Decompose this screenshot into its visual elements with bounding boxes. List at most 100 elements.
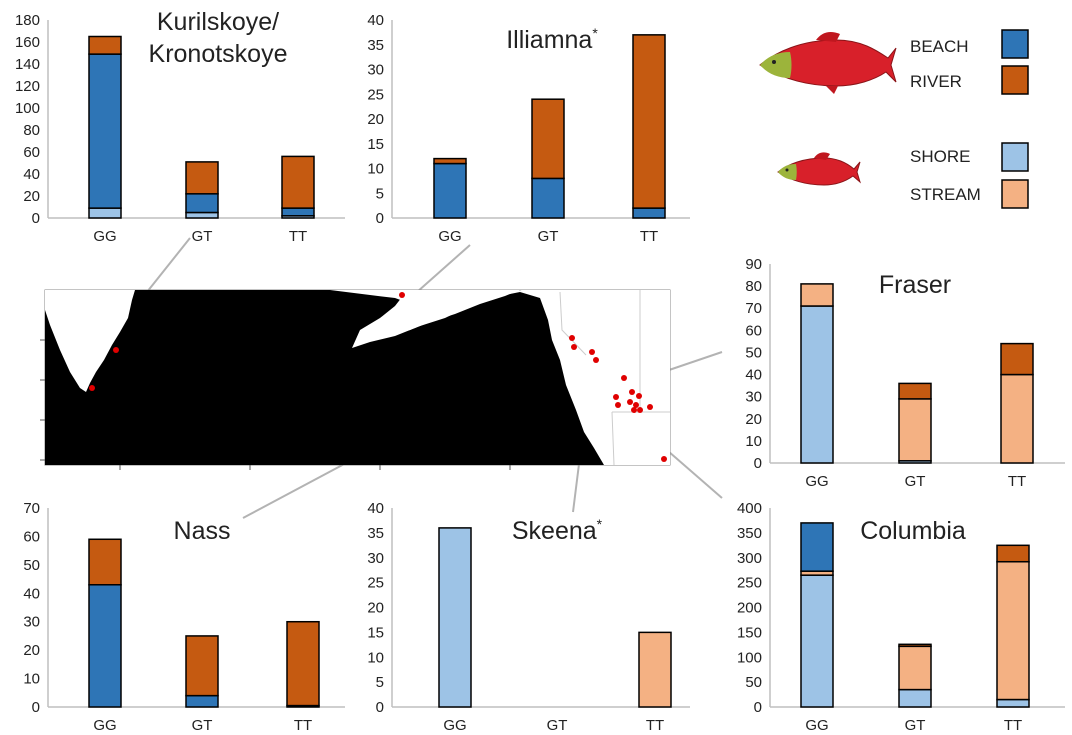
x-tick-label-gg: GG	[805, 473, 828, 490]
x-tick-label-gg: GG	[438, 228, 461, 245]
y-tick-label: 10	[367, 649, 384, 666]
x-tick-label-gt: GT	[905, 717, 926, 734]
y-tick-label: 35	[367, 37, 384, 54]
bar-segment-gg-beach	[88, 584, 122, 708]
x-tick-label-tt: TT	[640, 228, 658, 245]
y-tick-label: 40	[23, 166, 40, 183]
map-kamchatka	[45, 290, 135, 392]
legend-swatch-river	[1001, 65, 1029, 95]
y-tick-label: 80	[745, 278, 762, 295]
bar-segment-gt-shore	[185, 211, 219, 219]
site-dots	[89, 292, 667, 462]
x-tick-label-tt: TT	[294, 717, 312, 734]
chart-title-mark: *	[597, 516, 603, 532]
x-tick-label-gt: GT	[192, 717, 213, 734]
bar-segment-gg-shore	[800, 574, 834, 708]
y-tick-label: 150	[737, 624, 762, 641]
chart-panel-nass: 0 10 20 30 40 50 60 70 GG GT TT Nass	[23, 500, 345, 734]
y-tick-label: 100	[737, 649, 762, 666]
bar-segment-tt-stream	[996, 560, 1030, 701]
y-tick-label: 30	[745, 389, 762, 406]
site-dot	[636, 393, 642, 399]
site-dot	[647, 404, 653, 410]
bar-segment-tt-beach	[281, 207, 315, 217]
site-dot	[589, 349, 595, 355]
y-tick-label: 100	[15, 100, 40, 117]
y-tick-label: 25	[367, 86, 384, 103]
bar-segment-gg-beach	[433, 162, 467, 219]
legend-label-shore: SHORE	[910, 147, 970, 166]
bar-segment-gg-river	[433, 157, 467, 165]
y-tick-label: 35	[367, 525, 384, 542]
bar-segment-tt-stream	[638, 631, 672, 708]
bar-segment-tt-river	[281, 155, 315, 209]
site-dot	[615, 402, 621, 408]
x-tick-label-gg: GG	[805, 717, 828, 734]
chart-panel-fraser: 0 10 20 30 40 50 60 70 80 90 GG GT TT Fraser	[745, 256, 1065, 490]
bar-segment-gg-shore	[88, 207, 122, 219]
y-tick-label: 40	[367, 12, 384, 29]
y-tick-label: 30	[367, 550, 384, 567]
y-tick-label: 25	[367, 575, 384, 592]
bar-segment-gt-beach	[531, 177, 565, 219]
bar-segment-gg-river	[88, 538, 122, 586]
legend-swatch-shore	[1001, 142, 1029, 172]
y-tick-label: 50	[23, 557, 40, 574]
bar-segment-gg-shore	[800, 305, 834, 464]
bar-segment-tt-shore	[996, 698, 1030, 708]
y-tick-label: 50	[745, 344, 762, 361]
bar-segment-gg-beach	[88, 53, 122, 209]
y-tick-label: 5	[376, 185, 384, 202]
small-salmon-icon	[777, 152, 861, 186]
bar-segment-gt-river	[531, 98, 565, 180]
y-tick-label: 50	[745, 674, 762, 691]
legend-label-river: RIVER	[910, 72, 962, 91]
bar-segment-gt-river	[898, 382, 932, 400]
bar-segment-tt-river	[996, 544, 1030, 563]
y-tick-label: 10	[745, 433, 762, 450]
y-tick-label: 160	[15, 34, 40, 51]
x-tick-label-gg: GG	[93, 717, 116, 734]
y-tick-label: 15	[367, 136, 384, 153]
bar-segment-gt-beach	[185, 694, 219, 708]
y-tick-label: 90	[745, 256, 762, 273]
site-dot	[571, 344, 577, 350]
chart-title-line2-kurilskoye: Kronotskoye	[149, 40, 288, 68]
large-salmon-icon	[759, 32, 897, 94]
bar-segment-tt-river	[1000, 342, 1034, 376]
legend-swatch-beach	[1001, 29, 1029, 59]
site-dot	[593, 357, 599, 363]
map-alaska	[330, 290, 520, 340]
x-tick-label-tt: TT	[1004, 717, 1022, 734]
bar-segment-gg-stream	[800, 283, 834, 307]
chart-panel-illiamna: 0 5 10 15 20 25 30 35 40 GG GT TT Illiamna*	[367, 12, 690, 245]
legend-label-beach: BEACH	[910, 37, 969, 56]
chart-panel-columbia: 0 50 100 150 200 250 300 350 400 GG GT TT Columbia	[737, 500, 1065, 734]
x-tick-label-gg: GG	[443, 717, 466, 734]
map-ticks	[40, 339, 511, 470]
site-dot	[637, 407, 643, 413]
bar-segment-gt-river	[185, 635, 219, 697]
x-tick-label-tt: TT	[646, 717, 664, 734]
bar-segment-gt-shore	[898, 688, 932, 708]
x-tick-label-gt: GT	[192, 228, 213, 245]
y-tick-label: 0	[754, 455, 762, 472]
y-tick-label: 80	[23, 122, 40, 139]
bar-segment-gg-beach	[800, 522, 834, 572]
y-tick-label: 0	[32, 210, 40, 227]
chart-panel-skeena: 0 5 10 15 20 25 30 35 40 GG GT TT Skeena*	[367, 500, 690, 734]
site-dot	[569, 335, 575, 341]
y-tick-label: 40	[367, 500, 384, 517]
y-tick-label: 250	[737, 575, 762, 592]
y-tick-label: 15	[367, 624, 384, 641]
y-tick-label: 60	[23, 528, 40, 545]
site-dot	[629, 389, 635, 395]
map-land-mass	[45, 290, 604, 465]
x-tick-label-gt: GT	[547, 717, 568, 734]
y-tick-label: 20	[745, 411, 762, 428]
y-tick-label: 40	[23, 585, 40, 602]
y-tick-label: 10	[23, 671, 40, 688]
y-tick-label: 0	[32, 699, 40, 716]
chart-panel-kurilskoye: 0 20 40 60 80 100 120 140 160 180 GG GT TT Kurilskoye…	[15, 8, 345, 245]
